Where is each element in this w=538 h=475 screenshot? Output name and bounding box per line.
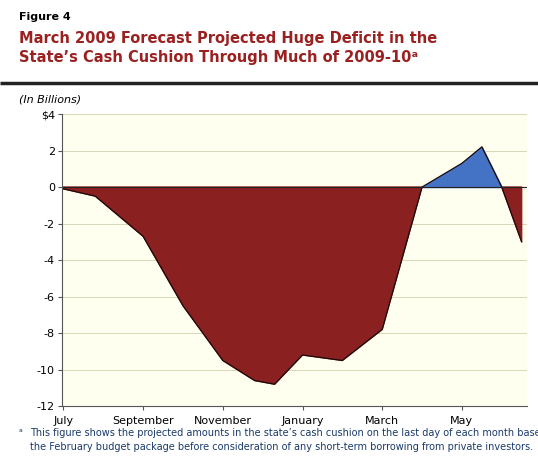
Text: ᵃ: ᵃ [19,428,23,438]
Text: (In Billions): (In Billions) [19,95,81,105]
Text: Figure 4: Figure 4 [19,12,70,22]
Text: State’s Cash Cushion Through Much of 2009-10ᵃ: State’s Cash Cushion Through Much of 200… [19,50,418,65]
Text: March 2009 Forecast Projected Huge Deficit in the: March 2009 Forecast Projected Huge Defic… [19,31,437,46]
Text: This figure shows the projected amounts in the state’s cash cushion on the last : This figure shows the projected amounts … [30,428,538,452]
